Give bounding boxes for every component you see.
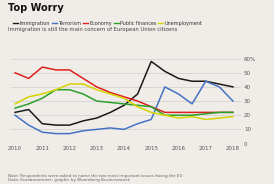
Text: Note: Respondents were asked to name the two most important issues facing the EU: Note: Respondents were asked to name the…: [8, 174, 183, 182]
Text: Immigration is still the main concern of European Union citizens: Immigration is still the main concern of…: [8, 27, 178, 32]
Legend: Immigration, Terrorism, Economy, Public finances, Unemployment: Immigration, Terrorism, Economy, Public …: [11, 19, 205, 28]
Text: Top Worry: Top Worry: [8, 3, 64, 13]
